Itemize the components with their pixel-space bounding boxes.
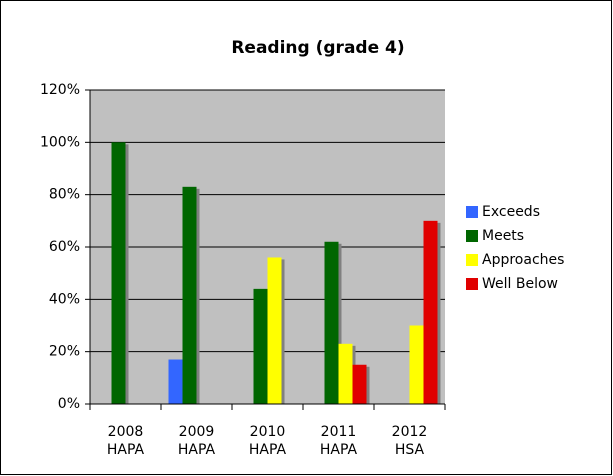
- y-tick-label: 0%: [58, 396, 80, 412]
- legend-swatch: [466, 254, 478, 266]
- x-tick-line: HSA: [395, 442, 425, 458]
- y-tick-label: 120%: [40, 82, 80, 98]
- bar: [111, 142, 126, 405]
- x-tick-label: 2009 HAPA: [178, 424, 216, 458]
- bar: [182, 186, 197, 404]
- x-tick-line: 2011: [321, 424, 357, 440]
- y-tick-label: 60%: [49, 239, 80, 255]
- x-tick-line: 2008: [108, 424, 144, 440]
- legend-label: Meets: [482, 228, 524, 244]
- y-tick-label: 100%: [40, 134, 80, 150]
- x-tick-label: 2008 HAPA: [107, 424, 145, 458]
- chart-title: Reading (grade 4): [231, 38, 404, 58]
- y-tick-label: 40%: [49, 291, 80, 307]
- x-tick-line: 2010: [250, 424, 286, 440]
- bar: [409, 325, 424, 404]
- x-tick-line: 2012: [392, 424, 428, 440]
- x-tick-label: 2010 HAPA: [249, 424, 287, 458]
- legend-label: Well Below: [482, 276, 558, 292]
- y-tick-label: 20%: [49, 344, 80, 360]
- bar: [267, 257, 282, 404]
- bar: [338, 343, 353, 404]
- bar: [168, 359, 183, 404]
- bar: [423, 220, 438, 404]
- legend-label: Exceeds: [482, 204, 540, 220]
- y-tick-label: 80%: [49, 187, 80, 203]
- bar: [352, 364, 367, 404]
- x-tick-line: 2009: [179, 424, 215, 440]
- legend-swatch: [466, 206, 478, 218]
- bar: [253, 288, 268, 404]
- x-tick-line: HAPA: [320, 442, 358, 458]
- legend-swatch: [466, 278, 478, 290]
- x-tick-label: 2012 HSA: [392, 424, 428, 458]
- legend-label: Approaches: [482, 252, 564, 268]
- x-tick-line: HAPA: [249, 442, 287, 458]
- x-tick-line: HAPA: [107, 442, 145, 458]
- x-tick-label: 2011 HAPA: [320, 424, 358, 458]
- legend-swatch: [466, 230, 478, 242]
- bar: [324, 241, 339, 404]
- x-tick-line: HAPA: [178, 442, 216, 458]
